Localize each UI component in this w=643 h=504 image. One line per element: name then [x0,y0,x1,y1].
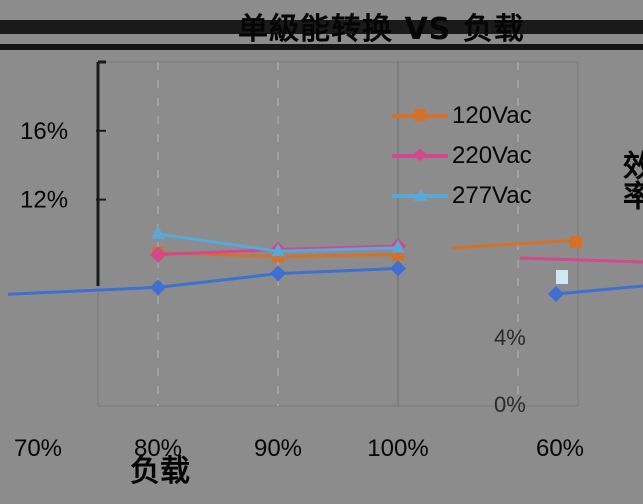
legend: 120Vac 220Vac 277Vac [392,96,532,216]
y-tick-label: 12% [20,187,68,214]
series-line-secondary [555,284,643,296]
data-point-secondary [570,236,582,248]
right-y-tick-label: 4% [494,325,526,350]
legend-item-277vac: 277Vac [392,176,532,216]
series-line-secondary [451,238,579,250]
legend-label: 120Vac [452,102,532,129]
chart-title: 单級能转换 VS 负载 [238,12,525,47]
square-marker-icon [414,109,426,121]
x-tick-label: 90% [254,435,302,462]
data-point [270,265,286,282]
legend-swatch [392,148,448,162]
legend-swatch [392,189,448,201]
legend-label: 220Vac [452,142,532,169]
legend-item-220vac: 220Vac [392,136,532,176]
x-tick-label: 100% [367,435,428,462]
x-tick-label: 70% [14,435,62,462]
right-y-tick-label: 0% [494,392,526,417]
y-tick-label: 16% [20,118,68,145]
diamond-marker-icon [413,148,427,162]
title-underline-band [0,44,643,50]
x-tick-label: 80% [134,435,182,462]
data-point [271,243,285,257]
data-point [150,246,166,263]
data-point [391,239,405,253]
title-bar-band [0,20,643,34]
x-tick-label: 60% [536,435,584,462]
data-point-secondary [556,270,568,284]
data-point [151,226,165,239]
triangle-marker-icon [414,189,428,201]
y-axis-title: 效率 [617,150,643,210]
x-axis-title: 负载 [130,454,190,489]
legend-label: 277Vac [452,182,532,209]
series-line [7,266,399,296]
data-point-secondary [548,286,564,302]
legend-swatch [392,109,448,121]
data-point [150,279,166,296]
series-line-secondary [519,256,643,264]
legend-item-120vac: 120Vac [392,96,532,136]
data-point [390,260,406,277]
